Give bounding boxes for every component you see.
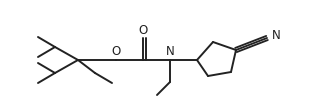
Text: N: N	[166, 45, 174, 57]
Text: N: N	[271, 29, 280, 42]
Text: O: O	[138, 24, 148, 37]
Text: O: O	[111, 45, 121, 57]
